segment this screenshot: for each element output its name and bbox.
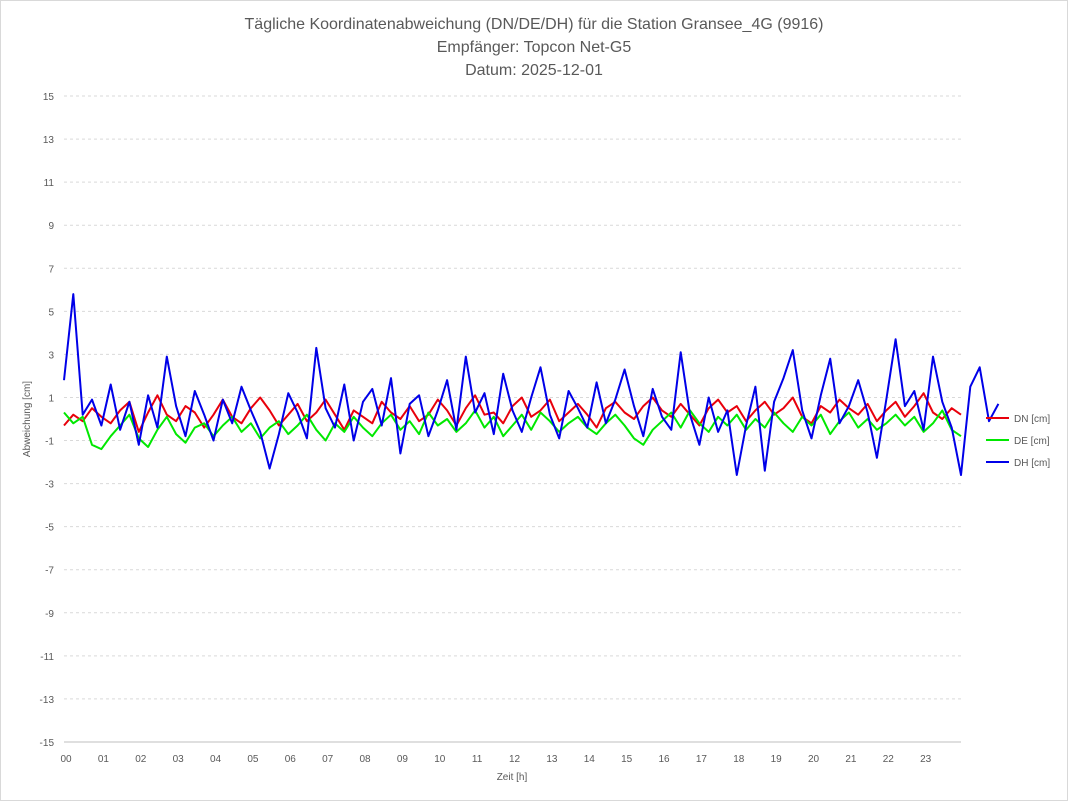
x-tick-label: 09 — [397, 754, 409, 765]
y-tick-label: 5 — [48, 307, 54, 318]
chart-title-line-2: Empfänger: Topcon Net-G5 — [437, 39, 632, 56]
chart-title-line-1: Tägliche Koordinatenabweichung (DN/DE/DH… — [245, 16, 824, 33]
x-tick-label: 13 — [546, 754, 558, 765]
x-tick-label: 11 — [472, 754, 483, 765]
x-tick-label: 08 — [359, 754, 371, 765]
y-tick-label: -15 — [40, 738, 55, 749]
x-tick-label: 06 — [285, 754, 297, 765]
x-tick-label: 23 — [920, 754, 932, 765]
x-axis-label: Zeit [h] — [497, 772, 528, 783]
x-tick-label: 16 — [658, 754, 670, 765]
grid-layer — [64, 95, 961, 700]
x-tick-label: 12 — [509, 754, 521, 765]
x-tick-label: 14 — [584, 754, 596, 765]
x-tick-label: 18 — [733, 754, 745, 765]
y-tick-label: -5 — [45, 523, 54, 534]
y-tick-label: -7 — [45, 566, 54, 577]
y-tick-label: -1 — [45, 437, 54, 448]
legend-label: DN [cm] — [1014, 414, 1050, 425]
y-tick-label: -13 — [40, 695, 55, 706]
legend-label: DH [cm] — [1014, 458, 1050, 469]
x-tick-label: 20 — [808, 754, 820, 765]
series-layer — [63, 293, 1000, 476]
x-tick-label: 07 — [322, 754, 334, 765]
series-line-dn — [63, 392, 962, 433]
x-tick-label: 19 — [771, 754, 783, 765]
y-axis-label: Abweichung [cm] — [22, 381, 33, 457]
x-tick-label: 21 — [845, 754, 857, 765]
y-tick-labels: 15 13 11 9 7 5 3 1 -1 -3 -5 -7 -9 -11 -13 -15 — [40, 92, 55, 749]
x-tick-labels: 00 01 02 03 04 05 06 07 08 09 10 11 12 13 14 15 16 17 18 19… — [60, 754, 931, 765]
y-tick-label: 13 — [43, 135, 55, 146]
y-tick-label: -9 — [45, 609, 54, 620]
x-tick-label: 03 — [173, 754, 185, 765]
y-tick-label: 3 — [48, 350, 54, 361]
y-tick-label: 1 — [48, 393, 54, 404]
x-tick-label: 00 — [60, 754, 72, 765]
x-tick-label: 10 — [434, 754, 446, 765]
chart-title-line-3: Datum: 2025-12-01 — [465, 62, 603, 79]
y-tick-label: 15 — [43, 92, 55, 103]
series-line-de — [63, 409, 962, 451]
x-tick-label: 05 — [247, 754, 259, 765]
x-tick-label: 15 — [621, 754, 633, 765]
y-tick-label: -3 — [45, 480, 54, 491]
y-tick-label: 11 — [44, 178, 55, 189]
series-line-dh — [63, 293, 1000, 476]
x-tick-label: 04 — [210, 754, 222, 765]
x-tick-label: 22 — [883, 754, 895, 765]
x-tick-label: 01 — [98, 754, 110, 765]
legend: DN [cm] DE [cm] DH [cm] — [986, 414, 1050, 469]
x-tick-label: 02 — [135, 754, 147, 765]
legend-label: DE [cm] — [1014, 436, 1050, 447]
y-tick-label: -11 — [40, 652, 54, 663]
y-tick-label: 7 — [48, 264, 54, 275]
x-tick-label: 17 — [696, 754, 708, 765]
y-tick-label: 9 — [48, 221, 54, 232]
